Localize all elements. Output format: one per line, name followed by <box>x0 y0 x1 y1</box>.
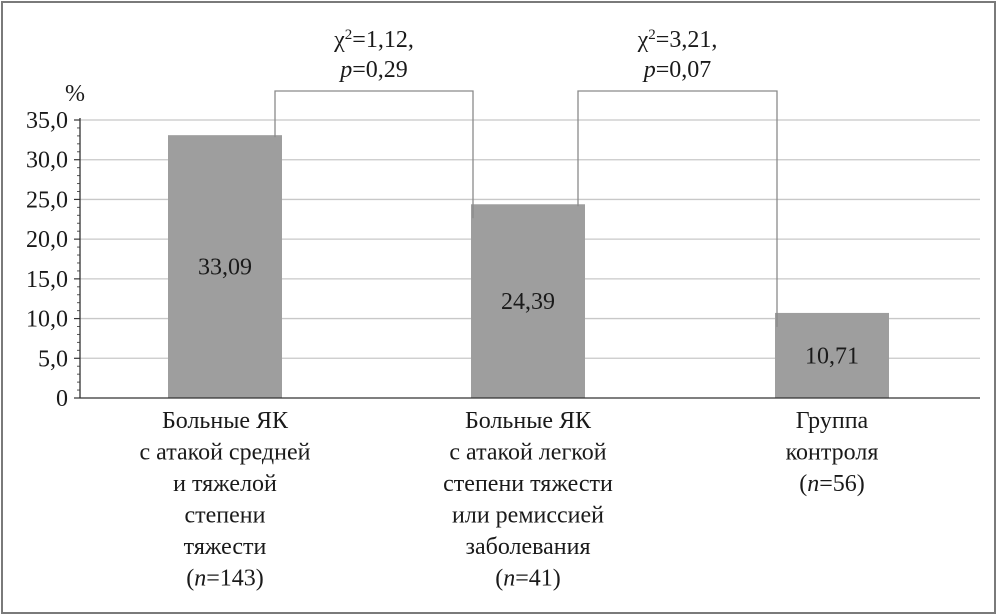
bar <box>471 204 585 398</box>
bar <box>775 312 889 398</box>
p-value-annotation: p=0,07 <box>642 57 712 83</box>
x-category-label: с атакой средней <box>140 440 311 466</box>
y-tick-label: 25,0 <box>26 187 68 213</box>
x-category-label: заболевания <box>465 534 590 560</box>
significance-bracket <box>577 90 778 327</box>
x-category-label: или ремиссией <box>452 503 604 529</box>
x-category-label: Больные ЯК <box>465 408 592 434</box>
bar-value-label: 33,09 <box>198 255 252 281</box>
y-tick-label: 20,0 <box>26 227 68 253</box>
chi-square-annotation: χ2=3,21, <box>637 27 718 53</box>
y-tick-label: 30,0 <box>26 148 68 174</box>
y-tick-label: 15,0 <box>26 267 68 293</box>
x-category-label: и тяжелой <box>173 471 277 497</box>
bar-value-label: 10,71 <box>805 343 859 369</box>
x-category-label: степени тяжести <box>443 471 613 497</box>
y-tick-label: 35,0 <box>26 108 68 134</box>
x-category-label: с атакой легкой <box>449 440 606 466</box>
x-category-label: Группа <box>796 408 869 434</box>
y-tick-label: 10,0 <box>26 307 68 333</box>
y-axis-label: % <box>65 81 85 107</box>
x-category-label: тяжести <box>184 534 267 560</box>
x-category-n-label: (n=56) <box>799 471 865 497</box>
x-category-n-label: (n=143) <box>186 566 264 592</box>
x-category-label: Больные ЯК <box>162 408 289 434</box>
y-tick-label: 5,0 <box>38 346 68 372</box>
chi-square-annotation: χ2=1,12, <box>333 27 414 53</box>
significance-bracket <box>274 90 474 219</box>
x-category-label: степени <box>185 503 266 529</box>
bar <box>168 135 282 399</box>
p-value-annotation: p=0,29 <box>338 57 408 83</box>
x-category-n-label: (n=41) <box>495 566 561 592</box>
bar-value-label: 24,39 <box>501 289 555 315</box>
y-tick-label: 0 <box>56 386 68 412</box>
x-category-label: контроля <box>786 440 879 466</box>
